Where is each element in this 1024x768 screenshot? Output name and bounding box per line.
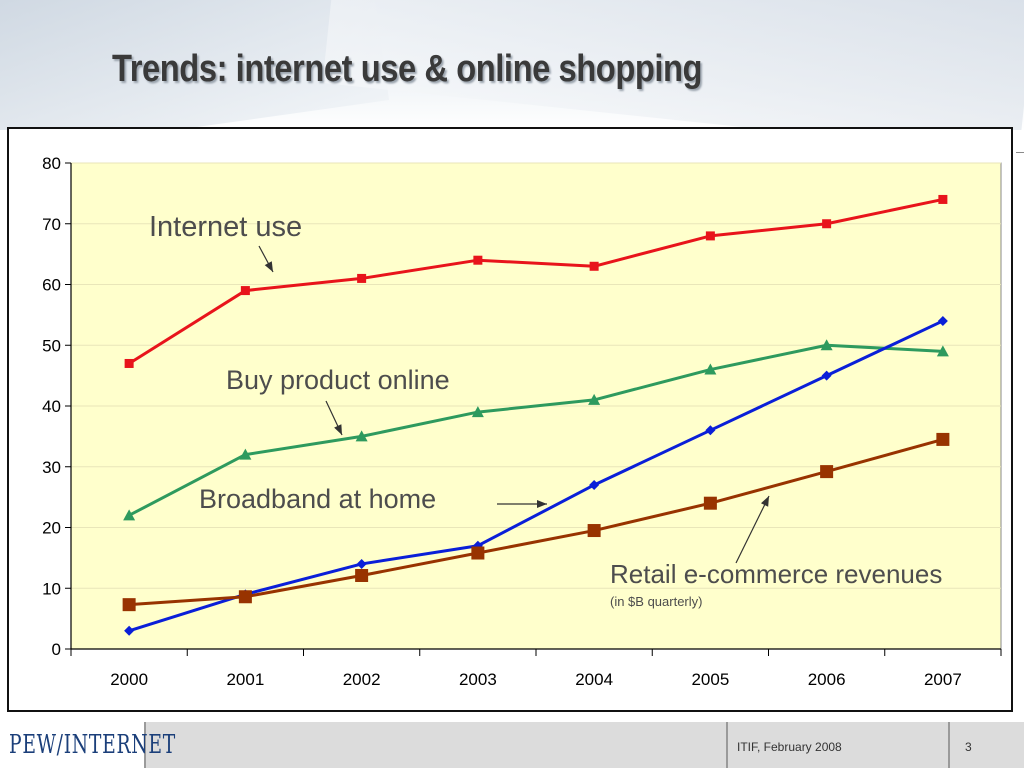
y-tick-label: 80 bbox=[42, 154, 61, 173]
data-point-retail bbox=[238, 590, 252, 604]
annotation-arrow bbox=[735, 495, 770, 564]
footer-bar: PEW/INTERNET ITIF, February 2008 3 bbox=[0, 722, 1024, 768]
data-point-buy_online bbox=[123, 509, 136, 521]
data-point-broadband bbox=[821, 370, 832, 381]
data-point-retail bbox=[936, 432, 950, 446]
data-point-broadband bbox=[124, 625, 135, 636]
y-tick-label: 70 bbox=[42, 215, 61, 234]
chart-frame: 0 10 20 30 40 50 60 70 80 2000 2001 2002 2003 2004 200… bbox=[7, 127, 1013, 712]
data-point-broadband bbox=[705, 425, 716, 436]
data-point-retail bbox=[820, 465, 834, 479]
footer-divider bbox=[948, 722, 950, 768]
data-point-internet_use bbox=[938, 194, 948, 204]
annotation-arrow-head bbox=[760, 496, 769, 507]
x-tick-label: 2000 bbox=[110, 670, 148, 689]
series-line-retail bbox=[129, 437, 944, 607]
header-rule bbox=[1016, 152, 1024, 153]
data-point-retail bbox=[355, 568, 369, 582]
x-tick-label: 2003 bbox=[459, 670, 497, 689]
annotation-arrow-head bbox=[334, 424, 342, 435]
series-line-broadband bbox=[128, 319, 944, 633]
page-number: 3 bbox=[965, 740, 972, 754]
footer-divider bbox=[726, 722, 728, 768]
x-tick-label: 2005 bbox=[691, 670, 729, 689]
annotation-buy-online: Buy product online bbox=[226, 365, 450, 395]
y-tick-label: 30 bbox=[42, 458, 61, 477]
data-point-retail bbox=[587, 524, 601, 538]
data-point-retail bbox=[122, 598, 136, 612]
logo-box: PEW/INTERNET bbox=[0, 722, 175, 768]
data-point-buy_online bbox=[471, 406, 484, 418]
x-tick-label: 2006 bbox=[808, 670, 846, 689]
x-tick-label: 2004 bbox=[575, 670, 613, 689]
data-point-internet_use bbox=[589, 261, 599, 271]
data-point-broadband bbox=[937, 315, 948, 326]
data-point-broadband bbox=[589, 479, 600, 490]
data-point-buy_online bbox=[820, 339, 833, 351]
data-point-retail bbox=[703, 496, 717, 510]
data-point-internet_use bbox=[240, 286, 250, 296]
data-point-buy_online bbox=[355, 430, 368, 442]
data-point-internet_use bbox=[705, 231, 715, 241]
data-point-internet_use bbox=[473, 255, 483, 265]
data-point-buy_online bbox=[588, 393, 601, 405]
annotation-retail: Retail e-commerce revenues bbox=[610, 559, 942, 589]
y-tick-label: 60 bbox=[42, 276, 61, 295]
data-point-internet_use bbox=[124, 358, 134, 368]
y-tick-label: 40 bbox=[42, 397, 61, 416]
y-tick-label: 20 bbox=[42, 519, 61, 538]
annotation-broadband: Broadband at home bbox=[199, 484, 436, 514]
x-tick-label: 2007 bbox=[924, 670, 962, 689]
annotation-internet-use: Internet use bbox=[149, 211, 302, 243]
data-point-retail bbox=[471, 546, 485, 560]
data-point-internet_use bbox=[357, 273, 367, 283]
pew-internet-logo: PEW/INTERNET bbox=[9, 730, 177, 760]
data-point-buy_online bbox=[239, 448, 252, 460]
y-tick-label: 10 bbox=[42, 579, 61, 598]
data-point-buy_online bbox=[936, 345, 949, 357]
slide-title: Trends: internet use & online shopping bbox=[112, 48, 703, 90]
data-point-broadband bbox=[356, 558, 367, 569]
data-point-buy_online bbox=[704, 363, 717, 375]
data-point-internet_use bbox=[822, 219, 832, 229]
series-line-internet_use bbox=[128, 197, 944, 365]
header-background bbox=[0, 0, 1024, 130]
line-chart: 0 10 20 30 40 50 60 70 80 2000 2001 2002 2003 2004 200… bbox=[42, 154, 1002, 689]
footer-info: ITIF, February 2008 bbox=[737, 740, 842, 754]
y-tick-label: 50 bbox=[42, 336, 61, 355]
annotation-arrow-head bbox=[537, 500, 547, 508]
y-tick-label: 0 bbox=[52, 640, 61, 659]
x-tick-label: 2001 bbox=[226, 670, 264, 689]
x-tick-label: 2002 bbox=[343, 670, 381, 689]
annotation-arrow-head bbox=[264, 261, 273, 272]
annotation-retail-note: (in $B quarterly) bbox=[610, 594, 702, 609]
series-line-buy_online bbox=[128, 343, 943, 517]
